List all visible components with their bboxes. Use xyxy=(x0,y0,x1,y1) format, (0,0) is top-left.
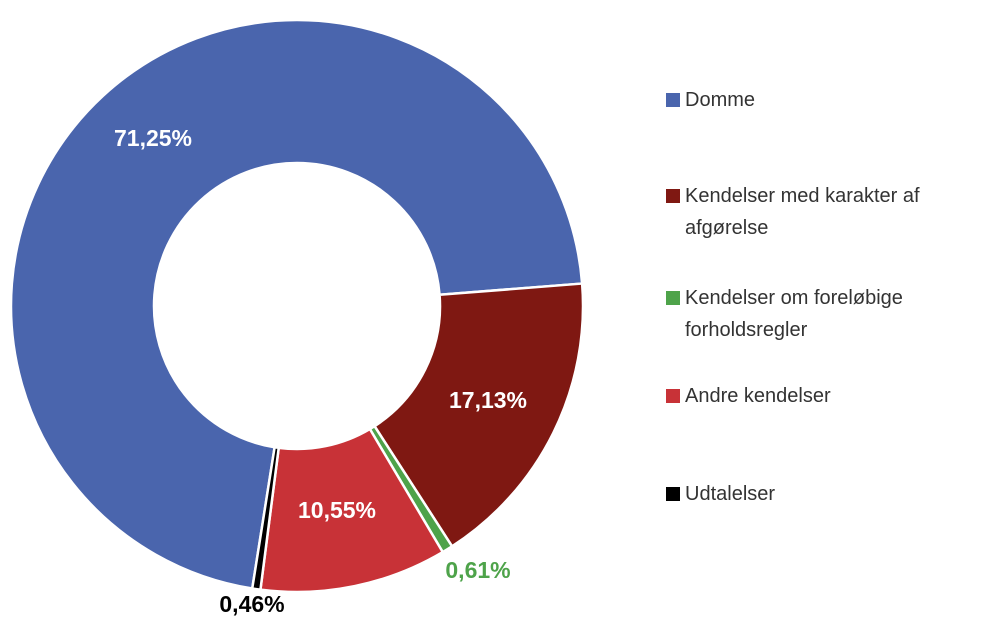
legend-swatch xyxy=(666,189,680,203)
chart: 71,25% 17,13% 0,61% 10,55% 0,46% xyxy=(9,18,585,617)
legend-swatch xyxy=(666,93,680,107)
value-label: 17,13% xyxy=(449,387,527,413)
legend-label: Kendelser med karakter af afgørelse xyxy=(685,185,920,239)
legend-item: Udtalelser xyxy=(666,478,976,510)
value-label: 0,46% xyxy=(219,591,284,617)
legend-swatch xyxy=(666,291,680,305)
legend-swatch xyxy=(666,389,680,403)
value-label: 0,61% xyxy=(445,557,510,583)
value-label: 10,55% xyxy=(298,497,376,523)
slice xyxy=(372,282,585,549)
slice xyxy=(250,445,281,592)
legend-item: Kendelser om foreløbige forholdsregler xyxy=(666,282,976,346)
legend-label: Domme xyxy=(685,89,756,111)
legend-item: Domme xyxy=(666,84,976,116)
value-label: 71,25% xyxy=(114,125,192,151)
legend-label: Kendelser om foreløbige forholdsregler xyxy=(685,287,903,341)
legend-label: Udtalelser xyxy=(685,483,776,505)
legend-item: Kendelser med karakter af afgørelse xyxy=(666,180,976,244)
legend-swatch xyxy=(666,487,680,501)
legend-item: Andre kendelser xyxy=(666,380,976,412)
slice xyxy=(9,18,584,590)
legend-label: Andre kendelser xyxy=(685,385,831,407)
